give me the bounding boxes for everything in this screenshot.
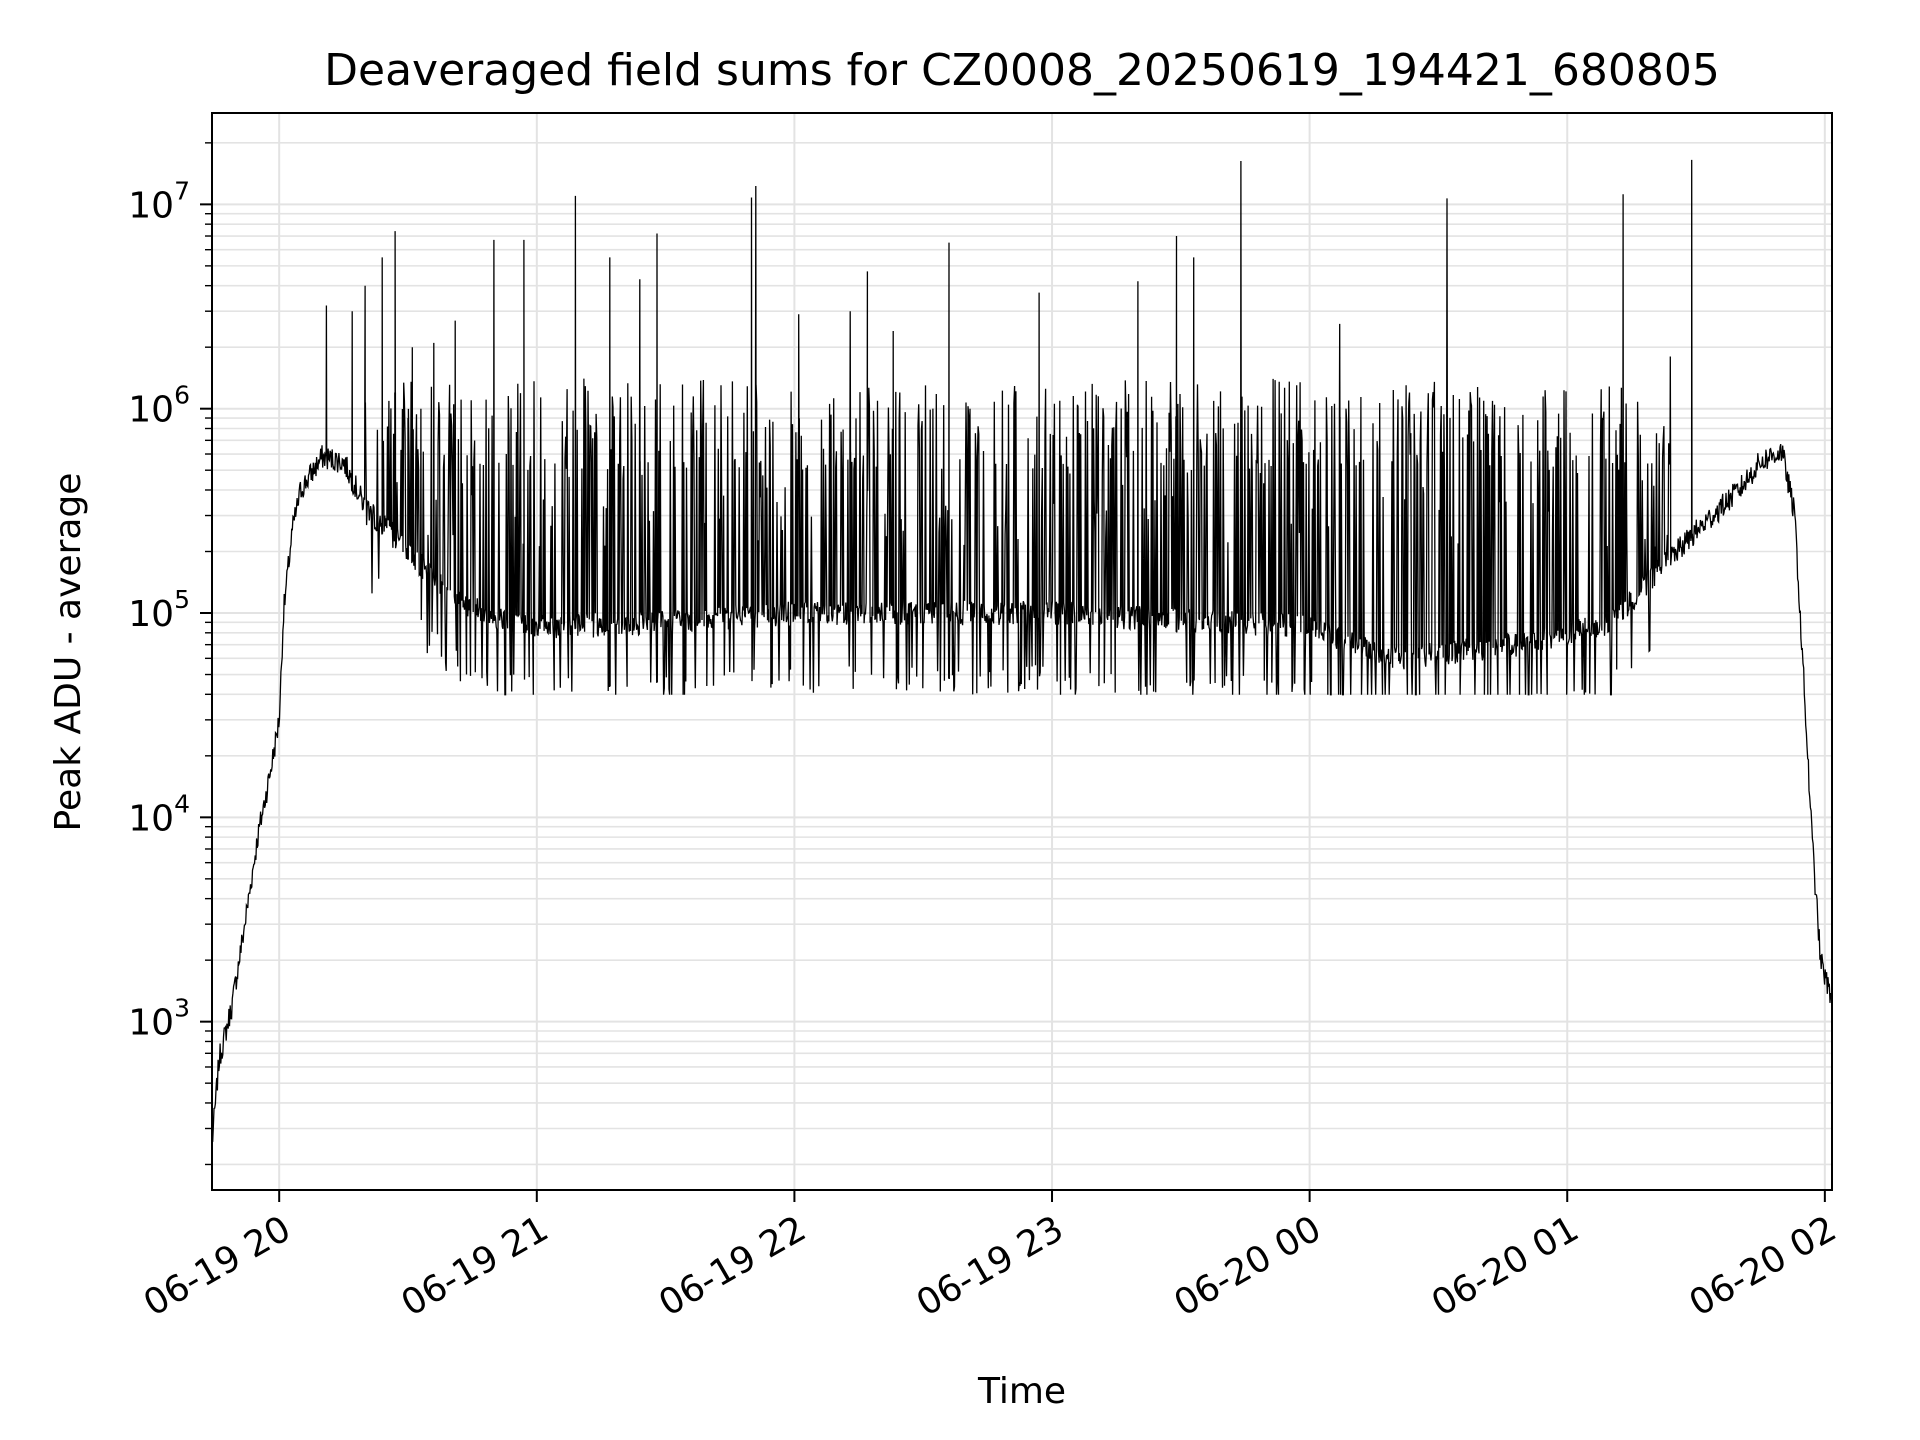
y-tick-exponent: 7 — [174, 176, 190, 205]
y-tick-base: 10 — [128, 594, 174, 635]
y-tick-exponent: 5 — [174, 585, 190, 614]
y-tick-label: 104 — [128, 789, 190, 839]
y-tick-label: 103 — [128, 994, 190, 1044]
x-axis-label: Time — [977, 1371, 1066, 1412]
y-tick-label: 106 — [128, 381, 190, 431]
y-tick-base: 10 — [128, 798, 174, 839]
series-line — [211, 159, 1833, 1143]
y-tick-exponent: 6 — [174, 381, 190, 410]
y-tick-base: 10 — [128, 390, 174, 431]
y-tick-label: 105 — [128, 585, 190, 635]
y-tick-exponent: 4 — [174, 789, 190, 818]
chart-title: Deaveraged field sums for CZ0008_2025061… — [324, 45, 1720, 96]
y-tick-label: 107 — [128, 176, 190, 226]
y-axis-label: Peak ADU - average — [48, 473, 89, 832]
y-tick-base: 10 — [128, 185, 174, 226]
y-tick-base: 10 — [128, 1003, 174, 1044]
plot-frame — [211, 112, 1833, 1191]
y-tick-exponent: 3 — [174, 994, 190, 1023]
